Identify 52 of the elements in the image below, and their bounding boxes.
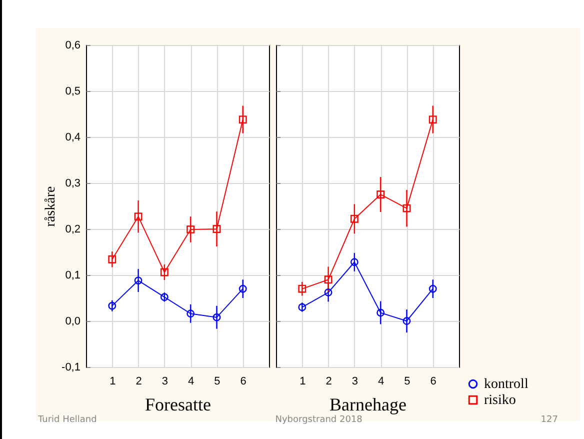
text: Nyborgstrand 2018: [275, 415, 362, 425]
legend-label: kontroll: [484, 377, 528, 392]
point: [428, 284, 437, 293]
y-tick-label: 0,6: [65, 40, 80, 52]
point: [238, 116, 247, 124]
point: [108, 255, 116, 264]
x-tick-label: 1: [110, 376, 116, 388]
x-tick-label: 2: [136, 376, 142, 388]
x-tick-label: 6: [240, 376, 246, 388]
point: [186, 310, 195, 318]
y-tick-label: 0,4: [65, 132, 80, 144]
y-tick-label: 0,0: [65, 316, 80, 328]
y-tick-label: 0,1: [65, 270, 80, 282]
point: [428, 116, 437, 124]
y-axis-title: råskåre: [44, 186, 59, 227]
text: 127: [540, 415, 558, 425]
point: [402, 204, 411, 212]
point: [324, 288, 332, 296]
y-tick-label: 0,3: [65, 178, 80, 190]
point: [376, 190, 385, 198]
x-tick-label: 1: [300, 376, 306, 388]
point: [160, 268, 168, 276]
point: [134, 212, 142, 221]
y-tick-label: 0,2: [65, 224, 80, 236]
text: Turid Helland: [38, 415, 97, 425]
point: [376, 308, 385, 317]
point: [350, 258, 358, 266]
point: [298, 284, 306, 293]
point: [212, 225, 221, 233]
x-axis-title: Barnehage: [330, 394, 406, 414]
point: [298, 303, 306, 312]
point: [212, 313, 221, 322]
x-tick-label: 4: [378, 376, 384, 388]
x-tick-label: 3: [162, 376, 168, 388]
x-tick-label: 6: [430, 376, 436, 388]
x-tick-label: 5: [404, 376, 410, 388]
point: [324, 276, 332, 284]
x-axis-title: Foresatte: [145, 394, 211, 414]
point: [108, 302, 116, 310]
point: [350, 214, 358, 223]
y-tick-label: 0,5: [65, 86, 80, 98]
legend-label: risiko: [484, 393, 516, 408]
point: [402, 317, 411, 325]
x-tick-label: 3: [352, 376, 358, 388]
point: [186, 226, 195, 234]
x-tick-label: 5: [214, 376, 220, 388]
point: [134, 276, 142, 284]
y-tick-label: -0,1: [62, 362, 80, 374]
point: [160, 293, 168, 302]
point: [238, 284, 247, 293]
x-tick-label: 4: [188, 376, 194, 388]
x-tick-label: 2: [326, 376, 332, 388]
